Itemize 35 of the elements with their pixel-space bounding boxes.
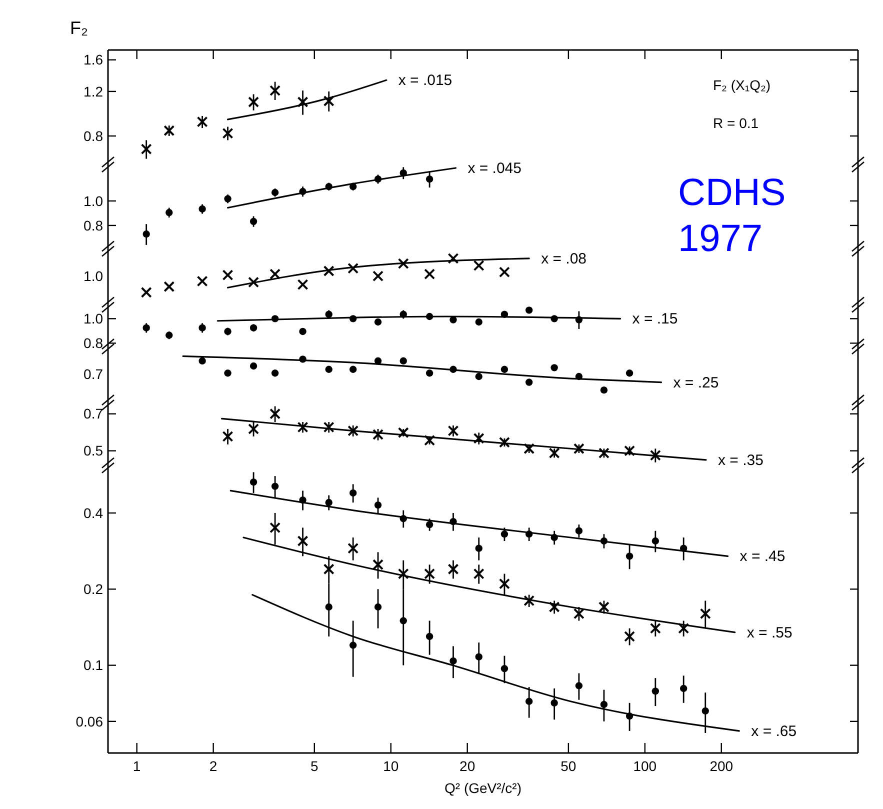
x-tick-label: 100 bbox=[633, 758, 657, 774]
y-tick-label: 1.0 bbox=[84, 192, 104, 209]
y-tick-label: 0.8 bbox=[84, 335, 104, 352]
annotation: F₂ (X₁Q₂) bbox=[713, 77, 771, 93]
y-tick-label: 0.06 bbox=[76, 713, 104, 730]
annotation: CDHS 1977 bbox=[678, 172, 786, 260]
x-tick-label: 2 bbox=[209, 758, 218, 774]
x-tick-label: 20 bbox=[460, 758, 476, 774]
y-tick-label: 1.0 bbox=[84, 310, 104, 327]
series-label: x = .08 bbox=[541, 250, 587, 268]
y-tick-label: 0.4 bbox=[84, 504, 104, 521]
series-label: x = .55 bbox=[746, 624, 792, 642]
series-label: x = .045 bbox=[468, 160, 522, 177]
series-label: x = .35 bbox=[718, 452, 764, 469]
x-tick-label: 50 bbox=[560, 758, 576, 774]
series-label: x = .15 bbox=[632, 310, 678, 328]
series-label: x = .45 bbox=[740, 548, 786, 566]
x-tick-label: 200 bbox=[710, 758, 734, 774]
y-tick-label: 0.8 bbox=[84, 128, 104, 144]
series-label: x = .65 bbox=[751, 722, 797, 740]
x-tick-label: 1 bbox=[132, 758, 141, 774]
y-tick-label: 0.1 bbox=[84, 657, 104, 674]
y-tick-label: 1.2 bbox=[84, 83, 104, 100]
x-tick-label: 5 bbox=[310, 758, 318, 774]
y-tick-label: 1.6 bbox=[84, 52, 104, 68]
y-tick-label: 0.8 bbox=[84, 217, 104, 234]
x-axis-title: Q² (GeV²/c²) bbox=[444, 780, 522, 796]
y-axis-title: F₂ bbox=[70, 18, 88, 38]
series-label: x = .25 bbox=[673, 374, 719, 392]
annotation: R = 0.1 bbox=[713, 115, 759, 131]
y-tick-label: 0.2 bbox=[84, 581, 104, 598]
x-tick-label: 10 bbox=[383, 758, 399, 774]
y-tick-label: 0.7 bbox=[84, 406, 104, 422]
legend-label: x = .015 bbox=[398, 72, 452, 90]
y-tick-label: 0.5 bbox=[84, 442, 104, 459]
